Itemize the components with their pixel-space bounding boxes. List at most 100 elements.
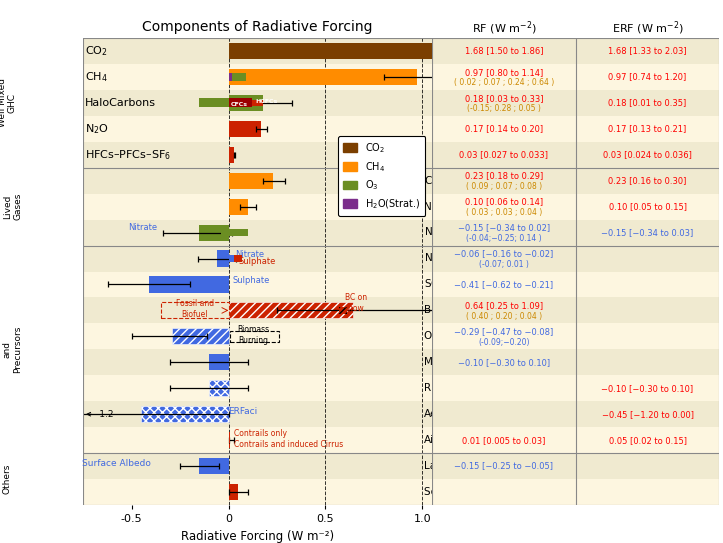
Bar	[228, 484, 238, 500]
Bar	[228, 302, 353, 318]
Bar	[432, 479, 576, 505]
Bar	[200, 225, 228, 241]
Text: 0.03 [0.027 to 0.033]: 0.03 [0.027 to 0.033]	[459, 150, 548, 159]
Bar	[83, 401, 432, 427]
Text: Surface Albedo: Surface Albedo	[82, 459, 151, 468]
Bar	[83, 219, 432, 245]
Bar	[246, 73, 293, 80]
Text: (-0.09;−0.20): (-0.09;−0.20)	[478, 338, 530, 346]
Text: −0.15 [−0.34 to 0.02]: −0.15 [−0.34 to 0.02]	[458, 223, 550, 232]
Text: 0.18 [0.01 to 0.35]: 0.18 [0.01 to 0.35]	[609, 98, 687, 108]
Bar	[228, 147, 234, 163]
Text: BC on
snow: BC on snow	[345, 293, 367, 313]
Bar	[83, 245, 432, 272]
Bar	[576, 142, 719, 168]
Bar	[83, 116, 432, 142]
Bar	[432, 90, 576, 116]
Bar	[161, 302, 228, 318]
Title: Components of Radiative Forcing: Components of Radiative Forcing	[142, 20, 373, 34]
Text: HaloCarbons: HaloCarbons	[85, 98, 156, 108]
Bar	[432, 245, 576, 272]
Text: ERFaci: ERFaci	[228, 407, 258, 415]
Text: NH$_3$: NH$_3$	[424, 251, 445, 266]
Bar	[228, 121, 262, 137]
Text: 0.64 [0.25 to 1.09]: 0.64 [0.25 to 1.09]	[465, 301, 543, 310]
Text: 0.23 [0.16 to 0.30]: 0.23 [0.16 to 0.30]	[608, 176, 687, 185]
Bar	[228, 255, 234, 262]
Text: Aerosols
and
Precursors: Aerosols and Precursors	[0, 326, 22, 373]
Text: −0.41 [−0.62 to −0.21]: −0.41 [−0.62 to −0.21]	[454, 280, 553, 289]
Bar	[576, 298, 719, 324]
Text: SO$_2$: SO$_2$	[424, 277, 445, 292]
Text: −0.15 [−0.34 to 0.03]: −0.15 [−0.34 to 0.03]	[602, 228, 693, 237]
Bar	[83, 324, 432, 349]
Text: HCFCs: HCFCs	[256, 99, 278, 104]
Text: RFari Rapid Adjust.: RFari Rapid Adjust.	[424, 383, 522, 393]
Bar	[172, 329, 228, 344]
Text: Sulphate: Sulphate	[238, 257, 275, 266]
Text: 1.68 [1.50 to 1.86]: 1.68 [1.50 to 1.86]	[465, 47, 543, 55]
Text: 0.10 [0.05 to 0.15]: 0.10 [0.05 to 0.15]	[609, 202, 687, 211]
Bar	[228, 98, 252, 108]
Title: ERF (W m$^{-2}$): ERF (W m$^{-2}$)	[612, 20, 683, 37]
Bar	[83, 427, 432, 453]
Bar	[83, 64, 432, 90]
Bar	[432, 38, 576, 64]
Text: Sulphate: Sulphate	[232, 276, 270, 285]
Text: (-0.04;−0.25; 0.14 ): (-0.04;−0.25; 0.14 )	[466, 234, 542, 243]
Bar	[576, 168, 719, 194]
Text: 0.18 [0.03 to 0.33]: 0.18 [0.03 to 0.33]	[465, 94, 543, 103]
Bar	[83, 298, 432, 324]
Text: −0.06 [−0.16 to −0.02]: −0.06 [−0.16 to −0.02]	[454, 249, 554, 258]
Bar	[83, 349, 432, 375]
Bar	[83, 479, 432, 505]
Bar	[83, 168, 432, 194]
Bar	[231, 331, 279, 343]
Text: 0.10 [0.06 to 0.14]: 0.10 [0.06 to 0.14]	[465, 198, 543, 206]
Bar	[576, 272, 719, 298]
Bar	[228, 437, 231, 443]
Bar	[432, 64, 576, 90]
Bar	[339, 307, 347, 314]
Text: 0.05 [0.02 to 0.15]: 0.05 [0.02 to 0.15]	[609, 435, 687, 445]
Bar	[432, 453, 576, 479]
Text: 0.97 [0.74 to 1.20]: 0.97 [0.74 to 1.20]	[609, 72, 687, 81]
Text: (-0.07; 0.01 ): (-0.07; 0.01 )	[479, 260, 529, 269]
Text: (-0.15; 0.28 ; 0.05 ): (-0.15; 0.28 ; 0.05 )	[467, 104, 541, 113]
Bar	[200, 98, 228, 108]
Bar	[576, 245, 719, 272]
Bar	[228, 43, 554, 59]
Text: CFCs: CFCs	[231, 103, 247, 108]
Bar	[228, 95, 263, 111]
Text: ( 0.02 ; 0.07 ; 0.24 ; 0.64 ): ( 0.02 ; 0.07 ; 0.24 ; 0.64 )	[454, 78, 554, 87]
Text: Others: Others	[3, 464, 12, 494]
Bar	[83, 272, 432, 298]
Bar	[209, 354, 228, 370]
Text: −0.10 [−0.30 to 0.10]: −0.10 [−0.30 to 0.10]	[458, 358, 550, 367]
Bar	[432, 401, 576, 427]
Text: 0.01 [0.005 to 0.03]: 0.01 [0.005 to 0.03]	[462, 435, 546, 445]
Bar	[576, 64, 719, 90]
Text: HFCs–PFCs–SF$_6$: HFCs–PFCs–SF$_6$	[85, 148, 171, 162]
Bar	[228, 432, 231, 448]
Bar	[576, 453, 719, 479]
Bar	[228, 199, 248, 214]
Bar	[576, 90, 719, 116]
Bar	[576, 375, 719, 401]
Text: Short
Lived
Gases: Short Lived Gases	[0, 193, 22, 220]
Text: -1.2: -1.2	[87, 409, 114, 419]
Text: Organic Carbon: Organic Carbon	[424, 331, 506, 342]
Text: Nitrate: Nitrate	[128, 223, 157, 232]
Text: CO: CO	[424, 176, 440, 186]
Bar	[576, 349, 719, 375]
Bar	[576, 479, 719, 505]
Text: Fossil and
Biofuel: Fossil and Biofuel	[176, 299, 214, 319]
Bar	[221, 229, 248, 236]
Bar	[228, 73, 232, 81]
Legend: CO$_2$, CH$_4$, O$_3$, H$_2$O(Strat.): CO$_2$, CH$_4$, O$_3$, H$_2$O(Strat.)	[338, 136, 425, 216]
Text: Contrails and induced Cirrus: Contrails and induced Cirrus	[234, 440, 343, 449]
Text: Land Use: Land Use	[424, 461, 472, 471]
Text: 1.68 [1.33 to 2.03]: 1.68 [1.33 to 2.03]	[608, 47, 687, 55]
Text: CO$_2$: CO$_2$	[85, 44, 108, 58]
Bar	[432, 324, 576, 349]
